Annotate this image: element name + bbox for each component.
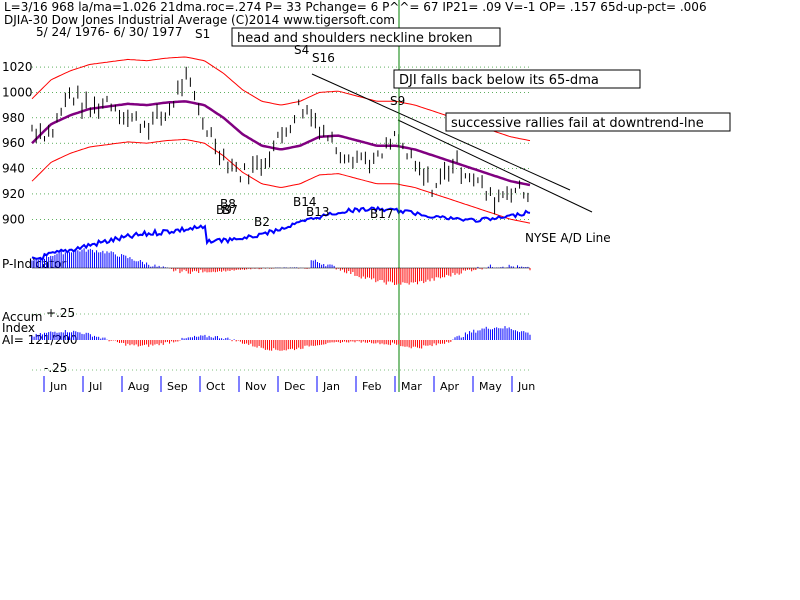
accum-index-label: Index	[2, 321, 35, 335]
signal-s16: S16	[312, 51, 335, 65]
month-label: Apr	[440, 380, 460, 393]
month-label: Aug	[128, 380, 149, 393]
month-label: Jan	[322, 380, 340, 393]
annotation-box	[393, 69, 641, 89]
signal-b8: B8	[220, 197, 236, 211]
y-tick-label: 1020	[2, 60, 33, 74]
header-line-3: 5/ 24/ 1976- 6/ 30/ 1977	[36, 25, 182, 39]
month-label: Sep	[167, 380, 188, 393]
nyse-ad-line	[31, 205, 531, 262]
month-label: Nov	[245, 380, 267, 393]
y-tick-label: 920	[2, 187, 25, 201]
signal-b17: B17	[370, 207, 394, 221]
annotation-box	[231, 27, 501, 47]
nyse-ad-label: NYSE A/D Line	[525, 231, 611, 245]
lower-band	[31, 138, 531, 224]
month-label: Jul	[88, 380, 102, 393]
month-label: May	[479, 380, 502, 393]
annotation-text: successive rallies fail at downtrend-lne	[451, 116, 704, 131]
header-line-2: DJIA-30 Dow Jones Industrial Average (C)…	[4, 13, 395, 27]
ai-label: AI= 121/200	[2, 333, 77, 347]
y-tick-label: 960	[2, 136, 25, 150]
price-bars	[31, 66, 529, 215]
y-axis-labels: 900 920 940 960 980 1000 1020	[2, 60, 33, 226]
y-tick-label: 940	[2, 162, 25, 176]
month-label: Oct	[206, 380, 226, 393]
signal-b7: B7	[222, 203, 238, 217]
accum-plus-label: +.25	[46, 306, 75, 320]
ad-path	[31, 205, 531, 262]
signal-s1: S1	[195, 27, 210, 41]
y-tick-label: 980	[2, 111, 25, 125]
downtrend-lines	[311, 73, 593, 213]
signal-s9: S9	[390, 94, 405, 108]
accum-index-panel	[31, 313, 531, 371]
trendline-2	[397, 119, 593, 213]
signal-s4: S4	[294, 43, 309, 57]
y-tick-label: 1000	[2, 85, 33, 99]
header-line-1: L=3/16 968 la/ma=1.026 21dma.roc=.274 P=…	[4, 0, 707, 14]
annotation-text: DJI falls back below its 65-dma	[399, 73, 599, 88]
signal-b13: B13	[306, 205, 330, 219]
signal-b14: B14	[293, 195, 317, 209]
month-axis: Jun Jul Aug Sep Oct Nov Dec Jan Feb Mar Apr May Jun	[43, 376, 535, 393]
trendline-1	[311, 73, 571, 191]
y-tick-label: 900	[2, 212, 25, 226]
annotation-text: head and shoulders neckline broken	[237, 31, 473, 46]
accum-minus-label: -.25	[44, 361, 67, 375]
month-label: Feb	[362, 380, 381, 393]
month-label: Jun	[49, 380, 67, 393]
signal-b2: B2	[254, 215, 270, 229]
price-grid	[32, 66, 530, 220]
accum-label: Accum	[2, 310, 43, 324]
signal-b9: B9	[216, 203, 232, 217]
month-label: Dec	[284, 380, 305, 393]
p-indicator-panel	[31, 248, 531, 285]
annotation-boxes: head and shoulders neckline broken DJI fa…	[231, 27, 731, 132]
month-label: Mar	[401, 380, 422, 393]
month-label: Jun	[517, 380, 535, 393]
annotation-box	[445, 112, 731, 132]
